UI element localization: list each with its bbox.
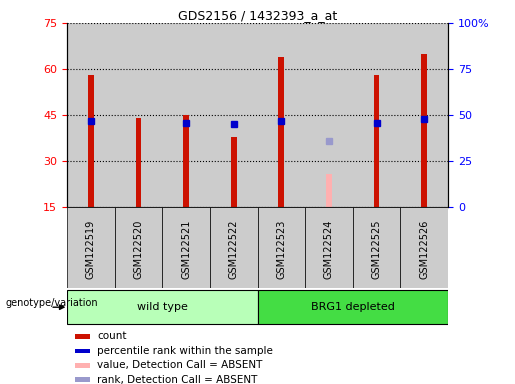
Text: GSM122522: GSM122522 [229,220,238,279]
Bar [67,23,115,207]
Text: GSM122526: GSM122526 [419,220,429,279]
Bar [162,23,210,207]
Bar [75,363,90,367]
Bar [183,115,189,207]
Text: GSM122524: GSM122524 [324,220,334,279]
Text: percentile rank within the sample: percentile rank within the sample [97,346,273,356]
Bar [258,207,305,288]
Bar [210,23,258,207]
Bar [135,118,141,207]
Bar [401,23,448,207]
Text: rank, Detection Call = ABSENT: rank, Detection Call = ABSENT [97,375,258,384]
Bar [353,207,401,288]
Text: GSM122520: GSM122520 [133,220,143,279]
Bar [67,290,258,324]
Text: BRG1 depleted: BRG1 depleted [311,302,394,312]
Text: wild type: wild type [137,302,187,312]
Bar [210,207,258,288]
Bar [162,207,210,288]
Bar [401,207,448,288]
Bar [258,290,448,324]
Bar [305,207,353,288]
Bar [374,75,380,207]
Bar [75,349,90,353]
Text: GSM122519: GSM122519 [86,220,96,279]
Bar [305,23,353,207]
Bar [88,75,94,207]
Bar [279,57,284,207]
Title: GDS2156 / 1432393_a_at: GDS2156 / 1432393_a_at [178,9,337,22]
Bar [326,174,332,207]
Bar [231,137,236,207]
Bar [67,207,115,288]
Bar [114,23,162,207]
Text: GSM122521: GSM122521 [181,220,191,279]
Text: value, Detection Call = ABSENT: value, Detection Call = ABSENT [97,360,263,370]
Text: genotype/variation: genotype/variation [5,298,98,308]
Bar [75,334,90,339]
Bar [258,23,305,207]
Bar [114,207,162,288]
Text: count: count [97,331,127,341]
Bar [421,54,427,207]
Text: GSM122525: GSM122525 [372,220,382,279]
Bar [353,23,401,207]
Bar [75,377,90,382]
Text: GSM122523: GSM122523 [277,220,286,279]
